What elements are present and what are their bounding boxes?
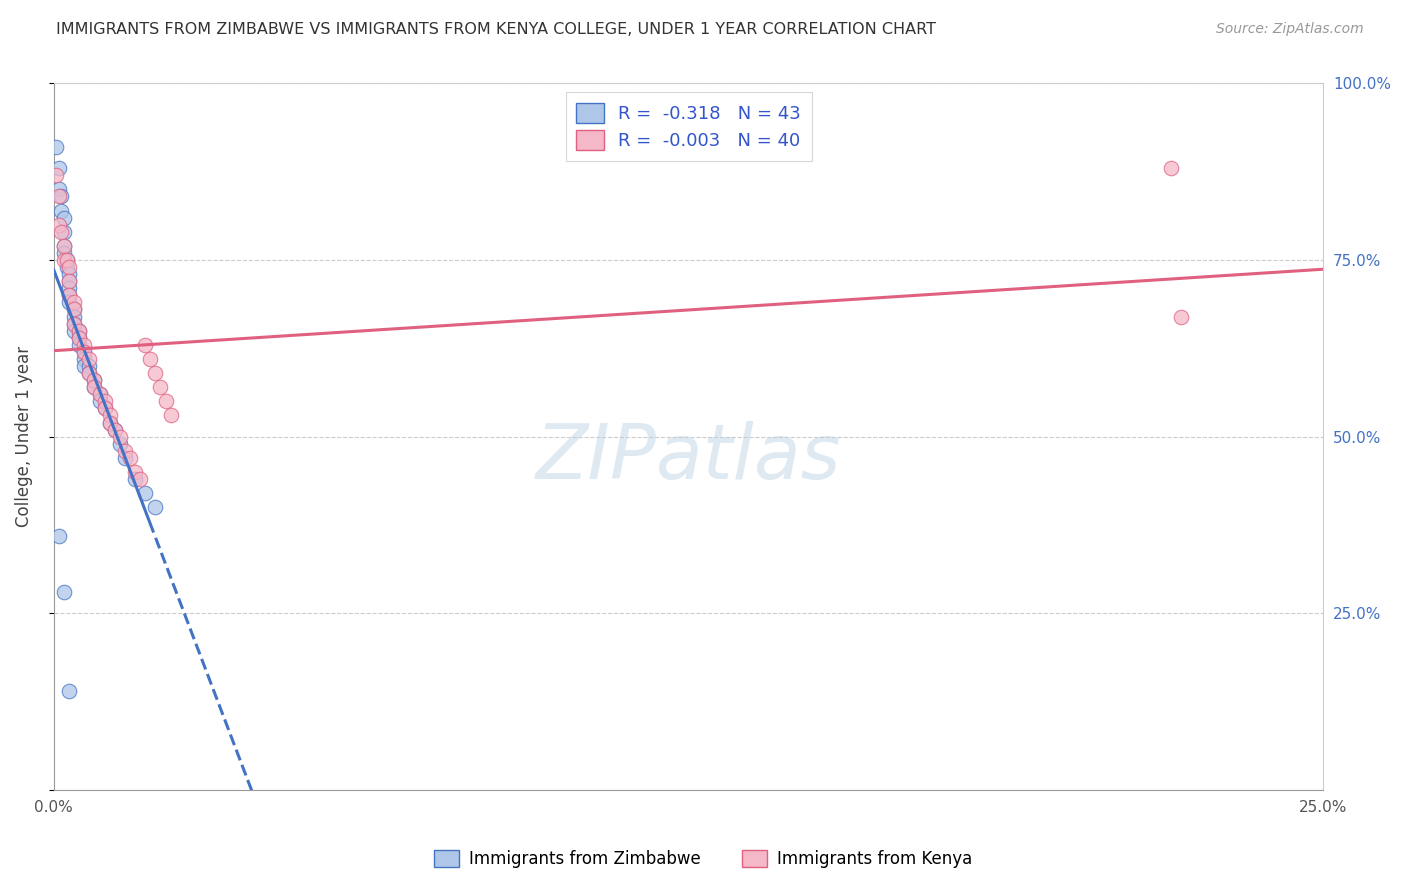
- Point: [45, 140, 67, 154]
- Point: [73, 359, 96, 373]
- Point: [89, 387, 111, 401]
- Point: [114, 450, 136, 465]
- Point: [93, 394, 115, 409]
- Point: [58, 281, 80, 295]
- Point: [67, 331, 90, 345]
- Point: [159, 409, 181, 423]
- Point: [45, 168, 67, 182]
- Point: [53, 239, 76, 253]
- Point: [67, 331, 90, 345]
- Point: [73, 338, 96, 352]
- Point: [55, 253, 77, 268]
- Point: [67, 324, 90, 338]
- Point: [98, 416, 121, 430]
- Point: [53, 225, 76, 239]
- Point: [63, 324, 86, 338]
- Point: [55, 260, 77, 274]
- Point: [58, 274, 80, 288]
- Point: [93, 401, 115, 416]
- Text: Source: ZipAtlas.com: Source: ZipAtlas.com: [1216, 22, 1364, 37]
- Point: [134, 486, 156, 500]
- Point: [58, 288, 80, 302]
- Point: [67, 338, 90, 352]
- Text: ZIPatlas: ZIPatlas: [536, 421, 841, 495]
- Point: [79, 366, 101, 380]
- Point: [48, 218, 70, 232]
- Point: [73, 344, 96, 359]
- Point: [48, 182, 70, 196]
- Point: [79, 359, 101, 373]
- Point: [129, 472, 152, 486]
- Point: [51, 189, 73, 203]
- Point: [83, 380, 105, 394]
- Point: [51, 203, 73, 218]
- Point: [58, 267, 80, 281]
- Point: [145, 366, 167, 380]
- Point: [48, 528, 70, 542]
- Point: [104, 423, 127, 437]
- Point: [63, 302, 86, 317]
- Point: [79, 366, 101, 380]
- Point: [124, 472, 146, 486]
- Text: IMMIGRANTS FROM ZIMBABWE VS IMMIGRANTS FROM KENYA COLLEGE, UNDER 1 YEAR CORRELAT: IMMIGRANTS FROM ZIMBABWE VS IMMIGRANTS F…: [56, 22, 936, 37]
- Point: [67, 324, 90, 338]
- Point: [83, 380, 105, 394]
- Point: [53, 585, 76, 599]
- Point: [98, 409, 121, 423]
- Point: [63, 295, 86, 310]
- Point: [63, 310, 86, 324]
- Point: [118, 450, 141, 465]
- Point: [53, 253, 76, 268]
- Point: [93, 401, 115, 416]
- Point: [83, 373, 105, 387]
- Point: [58, 295, 80, 310]
- Point: [53, 239, 76, 253]
- Point: [58, 274, 80, 288]
- Point: [1170, 310, 1192, 324]
- Point: [108, 436, 131, 450]
- Point: [83, 373, 105, 387]
- Point: [58, 288, 80, 302]
- Point: [58, 684, 80, 698]
- Point: [55, 253, 77, 268]
- Point: [145, 500, 167, 515]
- Point: [149, 380, 172, 394]
- Point: [58, 260, 80, 274]
- Point: [134, 338, 156, 352]
- Y-axis label: College, Under 1 year: College, Under 1 year: [15, 346, 32, 527]
- Point: [114, 443, 136, 458]
- Point: [98, 416, 121, 430]
- Point: [73, 351, 96, 366]
- Point: [89, 387, 111, 401]
- Point: [139, 351, 162, 366]
- Point: [104, 423, 127, 437]
- Point: [155, 394, 177, 409]
- Point: [51, 225, 73, 239]
- Point: [48, 161, 70, 176]
- Point: [73, 344, 96, 359]
- Point: [63, 302, 86, 317]
- Legend: Immigrants from Zimbabwe, Immigrants from Kenya: Immigrants from Zimbabwe, Immigrants fro…: [427, 843, 979, 875]
- Legend: R =  -0.318   N = 43, R =  -0.003   N = 40: R = -0.318 N = 43, R = -0.003 N = 40: [565, 93, 811, 161]
- Point: [89, 394, 111, 409]
- Point: [1160, 161, 1182, 176]
- Point: [124, 465, 146, 479]
- Point: [53, 246, 76, 260]
- Point: [48, 189, 70, 203]
- Point: [53, 211, 76, 225]
- Point: [63, 317, 86, 331]
- Point: [63, 317, 86, 331]
- Point: [108, 430, 131, 444]
- Point: [79, 351, 101, 366]
